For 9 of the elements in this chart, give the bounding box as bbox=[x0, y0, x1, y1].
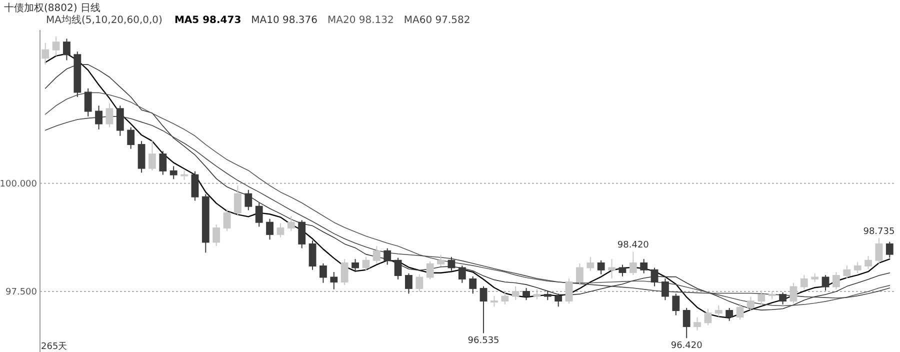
annotation: 96.420 bbox=[670, 341, 703, 352]
annotation: 96.535 bbox=[468, 336, 500, 346]
chart-title: 十债加权(8802) 日线 bbox=[4, 2, 100, 14]
y-tick-label: 97.500 bbox=[6, 287, 38, 298]
annotation: 98.420 bbox=[617, 240, 650, 251]
annotation: 98.735 bbox=[863, 227, 895, 238]
annotation: 265天 bbox=[41, 341, 68, 352]
y-tick-label: 100.000 bbox=[0, 179, 38, 190]
legend: MA均线(5,10,20,60,0,0) MA5 98.473 MA10 98.376 MA20 98.132 MA60 97.582 bbox=[46, 15, 470, 26]
